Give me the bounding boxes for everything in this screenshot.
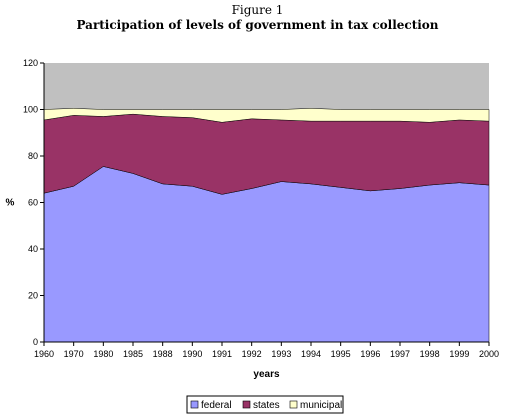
legend-label-states: states: [253, 400, 280, 411]
x-tick-label: 1970: [64, 349, 84, 359]
x-tick-label: 1996: [360, 349, 380, 359]
figure-caption: Figure 1: [231, 3, 284, 17]
chart-title: Participation of levels of government in…: [76, 18, 439, 32]
legend: federal states municipal: [186, 395, 344, 414]
x-tick-label: 1990: [182, 349, 202, 359]
area-series-municipal: [43, 108, 490, 123]
x-tick-label: 1991: [212, 349, 232, 359]
x-tick-label: 2000: [479, 349, 499, 359]
x-tick-label: 1960: [34, 349, 54, 359]
y-tick-label: 0: [33, 337, 38, 347]
y-axis-title: %: [6, 198, 15, 209]
x-tick-label: 1994: [301, 349, 321, 359]
legend-label-federal: federal: [201, 400, 232, 411]
y-tick-label: 60: [28, 198, 38, 208]
area-series-federal: [43, 166, 490, 343]
legend-swatch-federal: [190, 400, 199, 409]
y-tick-label: 80: [28, 151, 38, 161]
legend-swatch-municipal: [289, 400, 298, 409]
y-tick-label: 40: [28, 244, 38, 254]
y-tick-label: 20: [28, 291, 38, 301]
x-tick-label: 1995: [331, 349, 351, 359]
x-tick-label: 1988: [153, 349, 173, 359]
y-tick-label: 100: [23, 105, 38, 115]
legend-swatch-states: [242, 400, 251, 409]
x-tick-label: 1999: [449, 349, 469, 359]
legend-label-municipal: municipal: [300, 400, 342, 411]
y-tick-label: 120: [23, 58, 38, 68]
legend-box: [186, 395, 344, 414]
x-tick-label: 1980: [93, 349, 113, 359]
x-tick-label: 1985: [123, 349, 143, 359]
x-tick-label: 1993: [271, 349, 291, 359]
x-tick-label: 1997: [390, 349, 410, 359]
x-tick-label: 1998: [420, 349, 440, 359]
x-tick-label: 1992: [242, 349, 262, 359]
x-axis-title: years: [253, 369, 280, 380]
